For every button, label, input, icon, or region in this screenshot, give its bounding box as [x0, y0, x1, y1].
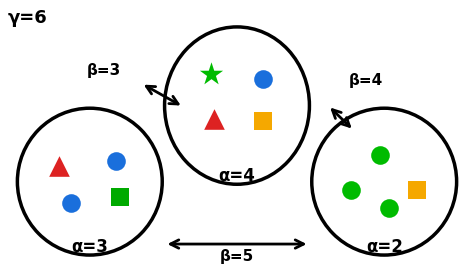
Point: [208, 72, 215, 76]
Text: α=4: α=4: [219, 167, 255, 185]
Text: α=2: α=2: [366, 238, 402, 256]
Point: [112, 159, 119, 163]
Point: [67, 201, 75, 205]
Text: α=3: α=3: [72, 238, 108, 256]
Text: γ=6: γ=6: [8, 9, 48, 27]
Point: [259, 77, 266, 81]
Point: [413, 187, 421, 192]
Point: [385, 206, 392, 210]
Point: [117, 195, 124, 200]
Text: β=3: β=3: [87, 63, 121, 78]
Point: [210, 117, 218, 121]
Point: [55, 164, 63, 168]
Point: [376, 153, 383, 157]
Text: β=5: β=5: [220, 249, 254, 264]
Text: β=4: β=4: [348, 73, 383, 88]
Point: [348, 187, 356, 192]
Point: [259, 119, 266, 123]
